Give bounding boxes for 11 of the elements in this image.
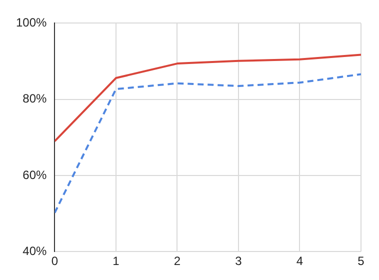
- x-tick-label: 1: [112, 254, 120, 268]
- x-tick-label: 4: [296, 254, 304, 268]
- x-tick-label: 3: [235, 254, 242, 268]
- y-tick-label: 40%: [22, 244, 48, 258]
- y-tick-label: 60%: [22, 168, 48, 182]
- y-tick-label: 80%: [22, 92, 48, 106]
- line-series: [54, 73, 361, 214]
- x-tick-label: 0: [51, 254, 58, 268]
- x-tick-label: 2: [174, 254, 181, 268]
- y-tick-label: 100%: [16, 16, 48, 30]
- x-tick-label: 5: [358, 254, 365, 268]
